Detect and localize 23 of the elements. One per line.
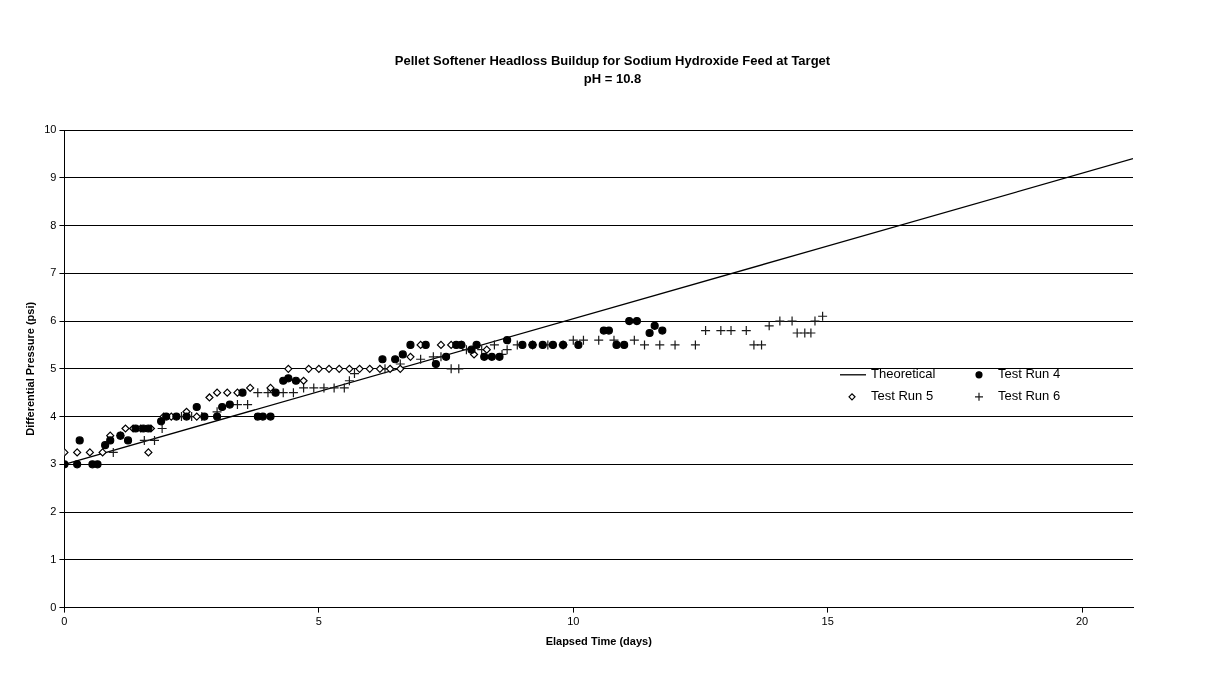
x-tick-label: 20: [1075, 615, 1089, 628]
legend-label: Test Run 6: [998, 388, 1061, 404]
legend-label: Test Run 5: [871, 388, 934, 404]
x-axis-title: Elapsed Time (days): [545, 635, 653, 648]
y-tick-label: 9: [50, 170, 57, 183]
y-tick-label: 0: [50, 600, 57, 613]
x-tick-label: 5: [315, 615, 322, 628]
x-tick-label: 10: [567, 615, 580, 628]
y-axis-title: Differential Pressure (psi): [23, 301, 36, 436]
y-tick-label: 6: [50, 314, 57, 327]
y-tick-label: 3: [50, 457, 57, 470]
y-tick-label: 7: [50, 266, 57, 279]
x-tick-label: 0: [61, 615, 68, 628]
y-tick-label: 1: [50, 552, 57, 565]
x-tick-label: 15: [821, 615, 834, 628]
y-tick-label: 2: [50, 505, 57, 518]
y-tick-label: 5: [50, 361, 57, 374]
y-tick-label: 10: [44, 123, 57, 136]
legend-label: Theoretical: [871, 366, 936, 382]
legend-label: Test Run 4: [998, 366, 1061, 382]
y-tick-label: 4: [50, 409, 57, 422]
y-tick-label: 8: [50, 218, 57, 231]
chart-title: Pellet Softener Headloss Buildup for Sodium Hydroxide Feed at Target pH = 10.8: [393, 52, 832, 88]
